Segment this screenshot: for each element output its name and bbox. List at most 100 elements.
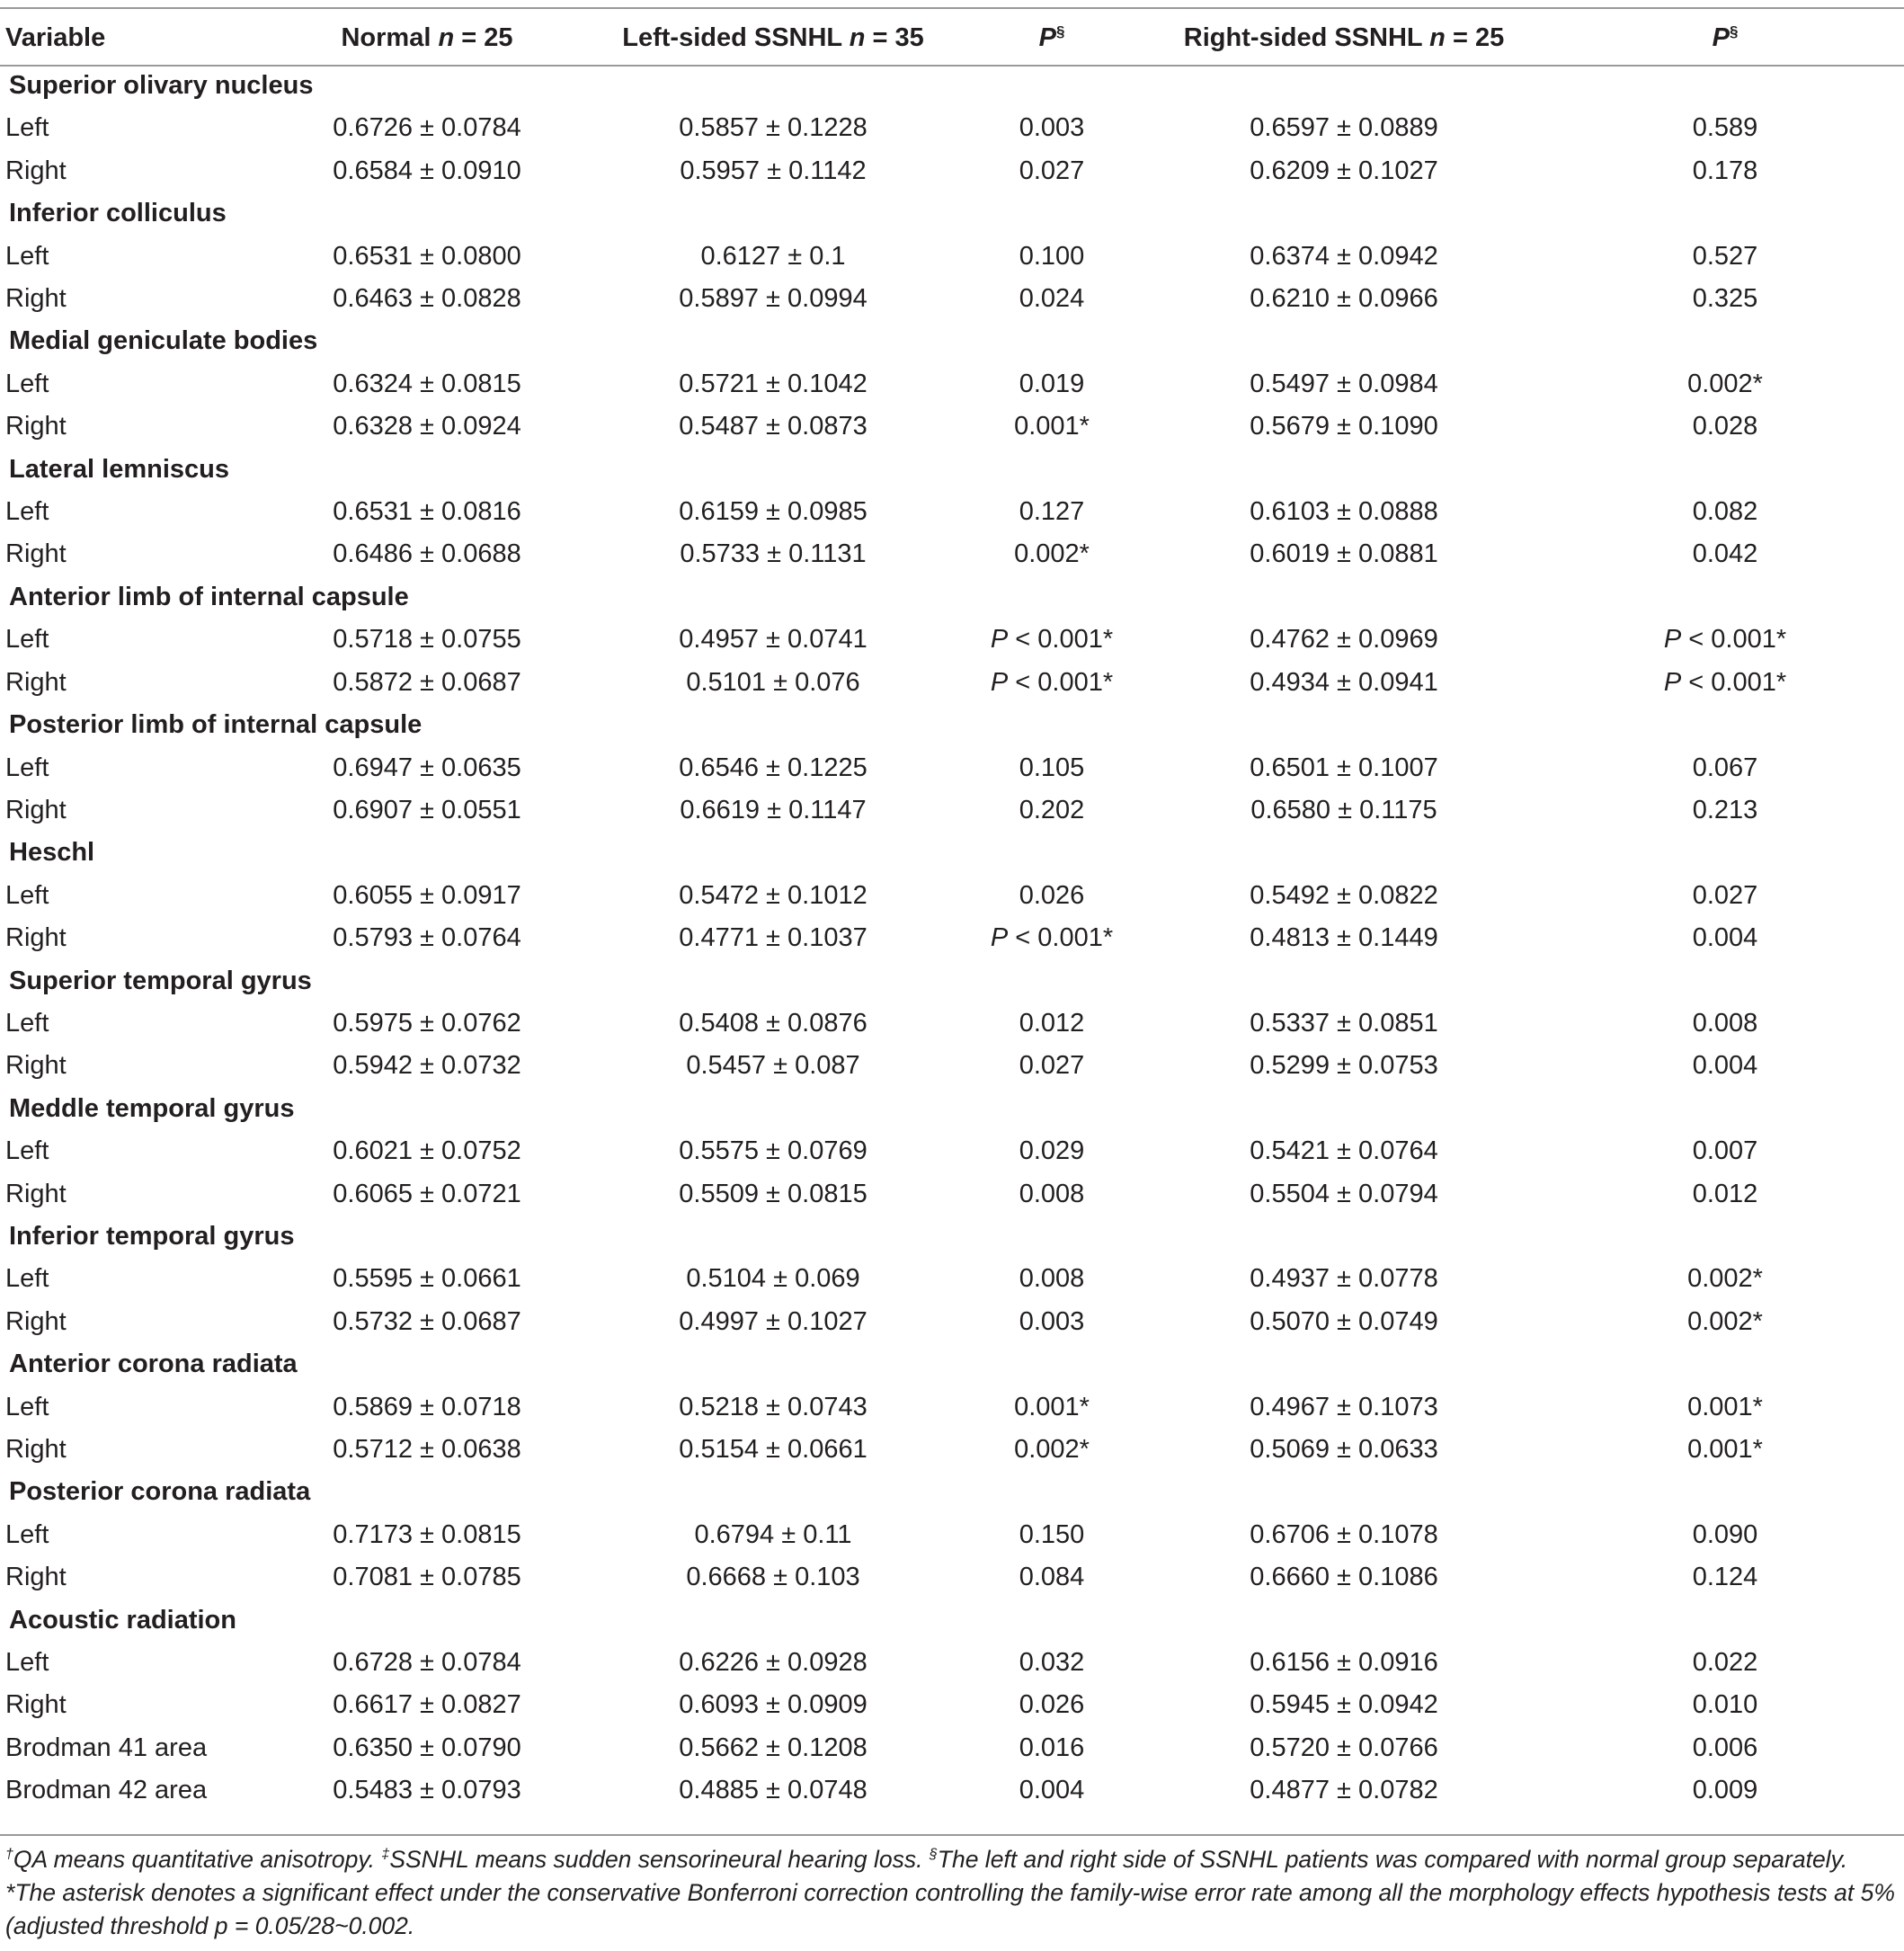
p-right-cell: P < 0.001* — [1663, 667, 1787, 697]
normal-cell: 0.5732 ± 0.0687 — [333, 1306, 521, 1336]
p-left-cell: P < 0.001* — [990, 625, 1114, 655]
side-cell: Right — [5, 1690, 67, 1720]
normal-cell: 0.7173 ± 0.0815 — [333, 1519, 521, 1549]
normal-cell: 0.6328 ± 0.0924 — [333, 412, 521, 441]
normal-cell: 0.5872 ± 0.0687 — [333, 667, 521, 697]
side-cell: Right — [5, 284, 67, 314]
left-sided-cell: 0.5487 ± 0.0873 — [679, 412, 867, 441]
right-sided-cell: 0.6156 ± 0.0916 — [1250, 1648, 1438, 1678]
p-right-cell: 0.001* — [1687, 1435, 1763, 1464]
p-left-cell: 0.027 — [1019, 156, 1085, 185]
table-row: Brodman 42 area 0.5483 ± 0.0793 0.4885 ± 0… — [0, 1769, 1904, 1812]
left-sided-cell: 0.5408 ± 0.0876 — [679, 1008, 867, 1038]
right-sided-cell: 0.5070 ± 0.0749 — [1250, 1306, 1438, 1336]
p-right-cell: 0.006 — [1692, 1733, 1758, 1762]
right-sided-cell: 0.6706 ± 0.1078 — [1250, 1519, 1438, 1549]
left-sided-cell: 0.4771 ± 0.1037 — [679, 923, 867, 953]
normal-cell: 0.6486 ± 0.0688 — [333, 539, 521, 569]
left-sided-cell: 0.5472 ± 0.1012 — [679, 880, 867, 910]
p-left-cell: 0.024 — [1019, 284, 1085, 314]
p-left-cell: 0.003 — [1019, 1306, 1085, 1336]
side-cell: Left — [5, 1519, 49, 1549]
p-left-cell: 0.016 — [1019, 1733, 1085, 1762]
table-header-rule — [0, 65, 1904, 67]
table-row: Right 0.6065 ± 0.0721 0.5509 ± 0.0815 0.008… — [0, 1173, 1904, 1216]
left-sided-cell: 0.5101 ± 0.076 — [686, 667, 860, 697]
group-row: Inferior colliculus — [0, 192, 1904, 235]
left-sided-cell: 0.5218 ± 0.0743 — [679, 1392, 867, 1421]
normal-cell: 0.6907 ± 0.0551 — [333, 795, 521, 824]
header-normal: Normal n = 25 — [341, 23, 513, 52]
normal-cell: 0.6463 ± 0.0828 — [333, 284, 521, 314]
side-cell: Left — [5, 1136, 49, 1166]
side-cell: Right — [5, 1306, 67, 1336]
p-right-cell: 0.325 — [1692, 284, 1758, 314]
p-left-cell: 0.001* — [1014, 1392, 1090, 1421]
p-right-cell: 0.004 — [1692, 923, 1758, 953]
normal-cell: 0.5975 ± 0.0762 — [333, 1008, 521, 1038]
p-left-cell: 0.032 — [1019, 1648, 1085, 1678]
p-right-cell: 0.001* — [1687, 1392, 1763, 1421]
table-row: Left 0.6531 ± 0.0800 0.6127 ± 0.1 0.100 0.63… — [0, 236, 1904, 278]
table-row: Right 0.7081 ± 0.0785 0.6668 ± 0.103 0.084 0… — [0, 1556, 1904, 1599]
p-right-cell: 0.002* — [1687, 1306, 1763, 1336]
qa-comparison-table: Variable Normal n = 25 Left-sided SSNHL … — [0, 11, 1904, 1813]
right-sided-cell: 0.6210 ± 0.0966 — [1250, 284, 1438, 314]
side-cell: Right — [5, 1051, 67, 1081]
group-title: Inferior temporal gyrus — [9, 1221, 295, 1251]
left-sided-cell: 0.5104 ± 0.069 — [686, 1264, 860, 1294]
group-title: Posterior corona radiata — [9, 1477, 311, 1507]
p-right-cell: 0.042 — [1692, 539, 1758, 569]
table-row: Left 0.6021 ± 0.0752 0.5575 ± 0.0769 0.029 0… — [0, 1130, 1904, 1172]
p-left-cell: 0.001* — [1014, 412, 1090, 441]
side-cell: Right — [5, 1179, 67, 1208]
right-sided-cell: 0.5945 ± 0.0942 — [1250, 1690, 1438, 1720]
left-sided-cell: 0.6226 ± 0.0928 — [679, 1648, 867, 1678]
normal-cell: 0.5712 ± 0.0638 — [333, 1435, 521, 1464]
group-title: Anterior corona radiata — [9, 1350, 298, 1379]
p-left-cell: 0.019 — [1019, 369, 1085, 398]
p-right-cell: 0.213 — [1692, 795, 1758, 824]
normal-cell: 0.6324 ± 0.0815 — [333, 369, 521, 398]
p-right-cell: 0.002* — [1687, 1264, 1763, 1294]
group-title: Acoustic radiation — [9, 1605, 236, 1635]
p-right-cell: P < 0.001* — [1663, 625, 1787, 655]
header-row: Variable Normal n = 25 Left-sided SSNHL … — [0, 11, 1904, 65]
group-title: Anterior limb of internal capsule — [9, 582, 409, 611]
p-right-cell: 0.028 — [1692, 412, 1758, 441]
normal-cell: 0.6531 ± 0.0800 — [333, 241, 521, 271]
left-sided-cell: 0.6093 ± 0.0909 — [679, 1690, 867, 1720]
normal-cell: 0.6055 ± 0.0917 — [333, 880, 521, 910]
header-right-sided: Right-sided SSNHL n = 25 — [1183, 23, 1505, 52]
group-title: Superior olivary nucleus — [9, 71, 314, 100]
group-row: Inferior temporal gyrus — [0, 1216, 1904, 1258]
p-right-cell: 0.082 — [1692, 497, 1758, 527]
normal-cell: 0.6065 ± 0.0721 — [333, 1179, 521, 1208]
group-row: Heschl — [0, 832, 1904, 874]
side-cell: Brodman 42 area — [5, 1776, 208, 1805]
p-left-cell: 0.008 — [1019, 1179, 1085, 1208]
p-left-cell: 0.026 — [1019, 1690, 1085, 1720]
p-left-cell: 0.150 — [1019, 1519, 1085, 1549]
p-left-cell: 0.002* — [1014, 539, 1090, 569]
header-left-sided: Left-sided SSNHL n = 35 — [622, 23, 924, 52]
p-left-cell: 0.027 — [1019, 1051, 1085, 1081]
side-cell: Left — [5, 1008, 49, 1038]
side-cell: Left — [5, 113, 49, 143]
normal-cell: 0.6531 ± 0.0816 — [333, 497, 521, 527]
left-sided-cell: 0.6619 ± 0.1147 — [680, 795, 867, 824]
p-right-cell: 0.027 — [1692, 880, 1758, 910]
group-row: Anterior corona radiata — [0, 1343, 1904, 1385]
right-sided-cell: 0.5069 ± 0.0633 — [1250, 1435, 1438, 1464]
normal-cell: 0.6947 ± 0.0635 — [333, 753, 521, 782]
group-title: Heschl — [9, 838, 95, 868]
table-row: Left 0.5869 ± 0.0718 0.5218 ± 0.0743 0.001*… — [0, 1386, 1904, 1429]
table-row: Left 0.5975 ± 0.0762 0.5408 ± 0.0876 0.012 0… — [0, 1002, 1904, 1045]
p-left-cell: P < 0.001* — [990, 923, 1114, 953]
right-sided-cell: 0.6660 ± 0.1086 — [1250, 1563, 1438, 1592]
normal-cell: 0.6728 ± 0.0784 — [333, 1648, 521, 1678]
normal-cell: 0.6021 ± 0.0752 — [333, 1136, 521, 1166]
left-sided-cell: 0.4957 ± 0.0741 — [679, 625, 867, 655]
table-row: Right 0.5942 ± 0.0732 0.5457 ± 0.087 0.027 0… — [0, 1045, 1904, 1087]
p-right-cell: 0.022 — [1692, 1648, 1758, 1678]
